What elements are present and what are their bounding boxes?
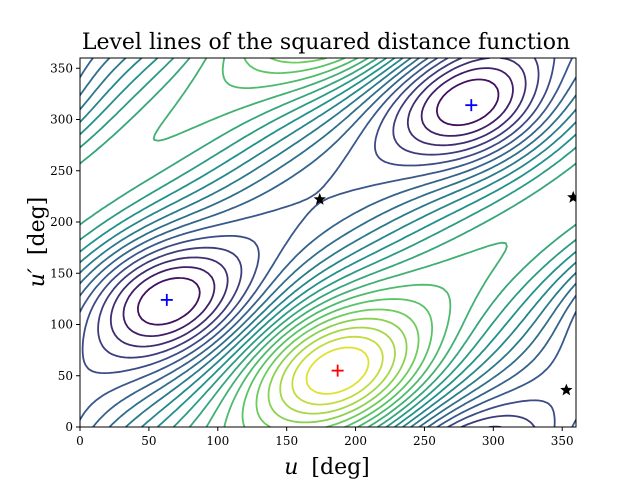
contour-level-line	[81, 58, 556, 427]
y-tick-label: 150	[50, 266, 73, 280]
contour-level-line	[152, 58, 508, 427]
y-tick-label: 0	[65, 420, 73, 434]
contour-level-line	[80, 58, 576, 427]
x-tick-label: 150	[275, 434, 298, 448]
contour-level-line	[291, 335, 384, 406]
contour-level-line	[305, 346, 370, 395]
y-axis-label: u′ [deg]	[25, 197, 50, 288]
contour-level-line	[97, 58, 540, 427]
contour-level-line	[255, 58, 420, 427]
contour-level-line	[137, 78, 500, 326]
maximum-marker	[331, 364, 344, 377]
x-tick-label: 300	[482, 434, 505, 448]
contour-level-line	[122, 67, 514, 337]
contour-level-line	[80, 58, 576, 427]
y-tick-label: 250	[50, 164, 73, 178]
x-tick-label: 0	[76, 434, 84, 448]
contour-level-line	[279, 326, 396, 415]
x-axis-symbol: u	[284, 455, 298, 480]
minimum-marker	[160, 293, 173, 306]
contour-level-line	[80, 58, 576, 427]
chart-title: Level lines of the squared distance func…	[82, 30, 570, 55]
contour-level-line	[241, 58, 433, 427]
saddle-marker	[560, 383, 573, 396]
y-axis-symbol: u′	[25, 268, 50, 287]
minimum-marker	[465, 99, 478, 112]
x-tick-label: 250	[413, 434, 436, 448]
contour-level-line	[80, 58, 576, 427]
saddle-marker	[313, 192, 326, 205]
contour-level-line	[80, 58, 576, 427]
contour-lines	[80, 58, 576, 427]
x-axis-ticks: 0 50 100 150 200 250 300 350	[76, 427, 574, 448]
y-axis-unit: [deg]	[25, 197, 50, 255]
y-tick-label: 50	[58, 369, 73, 383]
x-axis-unit: [deg]	[311, 455, 369, 480]
x-tick-label: 100	[206, 434, 229, 448]
x-tick-label: 350	[551, 434, 574, 448]
y-tick-label: 100	[50, 318, 73, 332]
y-axis-ticks: 0 50 100 150 200 250 300 350	[50, 61, 80, 434]
contour-level-line	[80, 58, 576, 427]
plot-frame	[79, 57, 577, 428]
y-tick-label: 350	[50, 61, 73, 75]
contour-level-line	[221, 58, 452, 427]
critical-point-markers	[160, 99, 576, 396]
saddle-marker	[567, 190, 576, 203]
y-tick-label: 200	[50, 215, 73, 229]
x-tick-label: 200	[344, 434, 367, 448]
x-tick-label: 50	[141, 434, 156, 448]
y-tick-label: 300	[50, 113, 73, 127]
x-axis-label: u [deg]	[284, 455, 370, 480]
contour-level-line	[267, 317, 408, 424]
